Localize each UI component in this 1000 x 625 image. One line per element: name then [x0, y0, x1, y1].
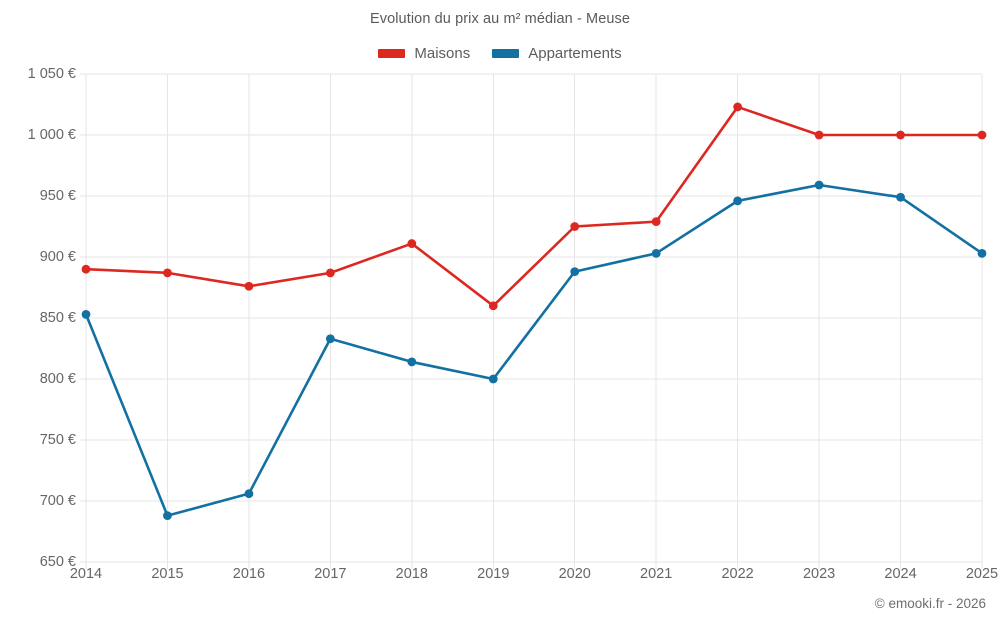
data-point[interactable] [570, 222, 580, 231]
data-point[interactable] [977, 130, 987, 140]
data-point[interactable] [81, 264, 91, 274]
x-tick-label: 2018 [395, 566, 428, 582]
data-point[interactable] [977, 248, 987, 258]
chart-legend: Maisons Appartements [0, 45, 1000, 62]
x-tick-label: 2019 [477, 566, 510, 582]
legend-item-appartements[interactable]: Appartements [492, 45, 622, 62]
x-tick-label: 2014 [69, 566, 103, 582]
data-point[interactable] [407, 357, 417, 367]
x-tick-label: 2021 [640, 566, 673, 582]
data-point[interactable] [651, 248, 661, 258]
y-tick-label: 800 € [39, 371, 76, 387]
grid-lines [80, 73, 983, 569]
legend-item-maisons[interactable]: Maisons [378, 45, 470, 62]
x-tick-label: 2017 [314, 566, 347, 582]
y-tick-label: 1 000 € [27, 127, 76, 143]
y-tick-label: 650 € [39, 554, 76, 570]
y-tick-label: 950 € [39, 188, 76, 204]
data-point[interactable] [81, 309, 91, 319]
chart-title: Evolution du prix au m² médian - Meuse [369, 11, 631, 27]
data-point[interactable] [733, 102, 743, 112]
series-lines [81, 102, 987, 521]
x-tick-label: 2022 [721, 566, 754, 582]
data-point[interactable] [733, 196, 743, 206]
x-tick-label: 2016 [232, 566, 266, 582]
data-point[interactable] [163, 268, 172, 278]
data-point[interactable] [325, 268, 335, 278]
y-tick-label: 750 € [39, 432, 76, 448]
x-tick-label: 2025 [965, 566, 999, 582]
x-tick-label: 2024 [884, 566, 917, 582]
data-point[interactable] [488, 301, 498, 311]
y-tick-label: 700 € [39, 493, 76, 509]
data-point[interactable] [163, 511, 172, 521]
data-point[interactable] [244, 281, 254, 291]
data-point[interactable] [407, 239, 417, 248]
data-point[interactable] [896, 192, 905, 202]
series-line-appartements [84, 183, 984, 517]
x-tick-label: 2023 [802, 566, 836, 582]
x-tick-label: 2020 [558, 566, 591, 582]
data-point[interactable] [814, 180, 824, 190]
y-tick-label: 850 € [39, 310, 76, 326]
credit-text: © emooki.fr - 2026 [874, 596, 986, 611]
x-tick-label: 2015 [151, 566, 184, 582]
y-tick-label: 1 050 € [27, 66, 76, 82]
legend-label-appartements: Appartements [528, 45, 622, 62]
data-point[interactable] [814, 130, 824, 140]
legend-swatch-appartements [492, 49, 520, 58]
data-point[interactable] [488, 374, 498, 384]
data-point[interactable] [651, 217, 661, 227]
series-line-maisons [84, 105, 984, 308]
data-point[interactable] [325, 334, 335, 344]
data-point[interactable] [896, 130, 905, 140]
data-point[interactable] [244, 489, 254, 499]
y-tick-label: 900 € [39, 249, 76, 265]
legend-label-maisons: Maisons [414, 45, 471, 62]
y-axis-labels: 1 050 € 1 000 € 950 € 900 € 850 € 800 € 750 € 7… [0, 0, 76, 625]
data-point[interactable] [570, 267, 580, 277]
legend-swatch-maisons [378, 49, 406, 58]
